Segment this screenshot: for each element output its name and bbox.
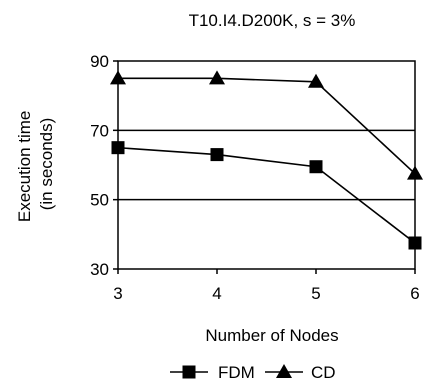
x-tick-label: 4 xyxy=(212,284,221,303)
data-point-cd xyxy=(209,70,225,85)
data-point-fdm xyxy=(408,236,422,250)
legend-label-cd: CD xyxy=(311,363,336,382)
y-axis-label-line-1: Execution time xyxy=(15,111,34,223)
series-cd xyxy=(110,70,423,180)
y-tick-label: 70 xyxy=(90,121,109,140)
y-axis-label-line-2: (in seconds) xyxy=(37,118,56,211)
y-axis-label: Execution time (in seconds) xyxy=(15,106,56,222)
legend-marker-fdm xyxy=(182,365,196,379)
series-fdm xyxy=(111,141,422,250)
legend-item-cd: CD xyxy=(265,363,336,382)
y-tick-label: 50 xyxy=(90,191,109,210)
x-axis-label: Number of Nodes xyxy=(205,326,338,345)
legend-marker-cd xyxy=(276,364,292,378)
x-tick-label: 5 xyxy=(311,284,320,303)
axis-ticks: 30 50 70 90 3 4 5 6 xyxy=(90,52,420,303)
chart-title: T10.I4.D200K, s = 3% xyxy=(189,11,356,30)
y-tick-label: 30 xyxy=(90,260,109,279)
data-point-fdm xyxy=(309,160,323,174)
data-point-cd xyxy=(308,73,324,88)
legend-item-fdm: FDM xyxy=(170,363,255,382)
data-point-cd xyxy=(407,165,423,180)
plot-area xyxy=(117,60,416,270)
x-tick-label: 3 xyxy=(113,284,122,303)
legend-label-fdm: FDM xyxy=(218,363,255,382)
series-layer xyxy=(110,70,423,250)
series-line-fdm xyxy=(117,146,416,244)
data-point-cd xyxy=(110,70,126,85)
gridlines xyxy=(118,129,415,201)
data-point-fdm xyxy=(111,141,125,155)
y-tick-label: 90 xyxy=(90,52,109,71)
legend: FDM CD xyxy=(170,363,336,382)
series-line-cd xyxy=(118,77,416,175)
x-tick-label: 6 xyxy=(410,284,419,303)
data-point-fdm xyxy=(210,148,224,162)
